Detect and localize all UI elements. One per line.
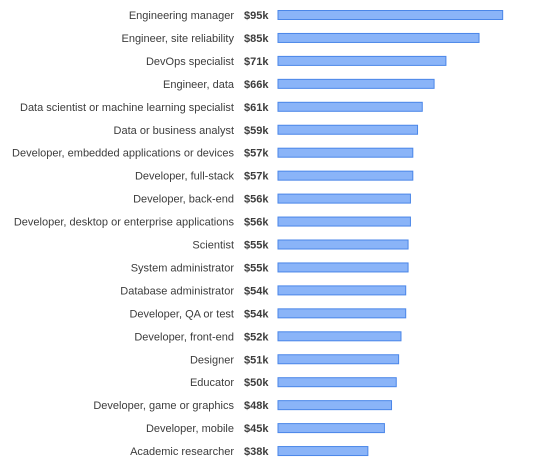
category-label: Developer, desktop or enterprise applica… bbox=[14, 217, 235, 229]
bar bbox=[277, 308, 407, 319]
value-label: $66k bbox=[244, 79, 269, 91]
bar bbox=[277, 354, 400, 365]
bar bbox=[277, 262, 409, 273]
value-label: $71k bbox=[244, 56, 269, 68]
value-label: $57k bbox=[244, 171, 269, 183]
value-label: $38k bbox=[244, 446, 269, 458]
bar bbox=[277, 193, 411, 204]
category-label: Engineer, data bbox=[163, 79, 235, 91]
value-label: $56k bbox=[244, 217, 269, 229]
category-label: Data scientist or machine learning speci… bbox=[20, 102, 234, 114]
category-label: Developer, full-stack bbox=[135, 171, 235, 183]
category-label: Designer bbox=[190, 354, 234, 366]
bar bbox=[277, 400, 393, 411]
value-label: $57k bbox=[244, 148, 269, 160]
value-label: $61k bbox=[244, 102, 269, 114]
category-label: Scientist bbox=[192, 240, 234, 252]
bar bbox=[277, 377, 397, 388]
bar bbox=[277, 78, 435, 89]
bar bbox=[277, 239, 409, 250]
value-label: $95k bbox=[244, 10, 269, 22]
value-label: $50k bbox=[244, 377, 269, 389]
bar bbox=[277, 216, 411, 227]
value-label: $51k bbox=[244, 354, 269, 366]
bar bbox=[277, 446, 369, 457]
category-label: Database administrator bbox=[120, 285, 234, 297]
bar bbox=[277, 32, 480, 43]
value-label: $59k bbox=[244, 125, 269, 137]
category-label: Developer, QA or test bbox=[129, 308, 234, 320]
value-label: $56k bbox=[244, 194, 269, 206]
category-label: System administrator bbox=[131, 262, 235, 274]
category-label: Academic researcher bbox=[130, 446, 234, 458]
category-label: Educator bbox=[190, 377, 234, 389]
bar bbox=[277, 147, 414, 158]
value-label: $52k bbox=[244, 331, 269, 343]
category-label: Developer, mobile bbox=[146, 423, 234, 435]
category-label: Data or business analyst bbox=[114, 125, 234, 137]
bar bbox=[277, 55, 447, 66]
bar bbox=[277, 285, 407, 296]
value-label: $54k bbox=[244, 285, 269, 297]
category-label: Engineering manager bbox=[129, 10, 235, 22]
category-label: Developer, embedded applications or devi… bbox=[12, 148, 234, 160]
value-label: $55k bbox=[244, 240, 269, 252]
bar bbox=[277, 423, 385, 434]
category-label: Developer, back-end bbox=[133, 194, 234, 206]
bar bbox=[277, 124, 419, 135]
category-label: Developer, front-end bbox=[134, 331, 234, 343]
bar bbox=[277, 10, 504, 20]
bar bbox=[277, 170, 414, 181]
value-label: $54k bbox=[244, 308, 269, 320]
category-label: Developer, game or graphics bbox=[93, 400, 234, 412]
bar bbox=[277, 331, 402, 342]
category-label: Engineer, site reliability bbox=[121, 33, 234, 45]
value-label: $45k bbox=[244, 423, 269, 435]
value-label: $85k bbox=[244, 33, 269, 45]
category-label: DevOps specialist bbox=[146, 56, 234, 68]
bar bbox=[277, 101, 423, 112]
value-label: $48k bbox=[244, 400, 269, 412]
value-label: $55k bbox=[244, 262, 269, 274]
